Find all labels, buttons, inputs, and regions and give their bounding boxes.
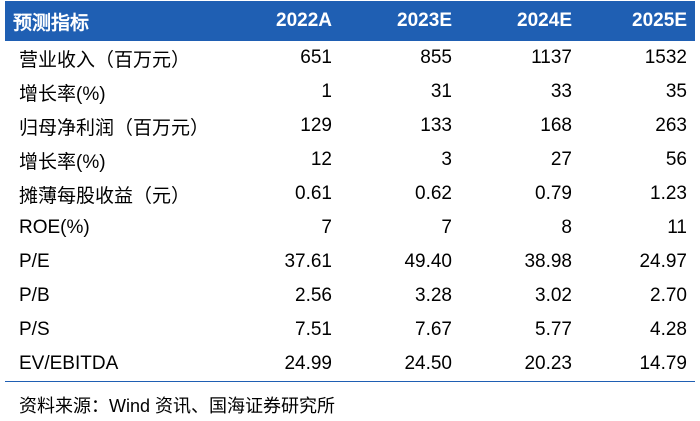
table-cell: 2.70 [650,285,687,306]
row-label: P/E [19,251,50,272]
table-row: 营业收入（百万元） 651 855 1137 1532 [5,41,695,75]
table-cell: 651 [300,47,332,68]
table-row: P/E 37.61 49.40 38.98 24.97 [5,245,695,279]
row-label: ROE(%) [19,217,90,238]
header-cell-2022a: 2022A [276,10,332,31]
table-cell: 38.98 [524,251,572,272]
table-cell: 33 [550,81,572,102]
table-cell: 24.50 [340,347,460,382]
table-cell: 12 [310,149,332,170]
table-cell: 1.23 [650,183,687,204]
forecast-table: 预测指标 2022A 2023E 2024E 2025E 营业收入（百万元） 6… [5,1,695,382]
table-cell: 7.51 [295,319,332,340]
table-cell: 4.28 [650,319,687,340]
table-row: 归母净利润（百万元） 129 133 168 263 [5,109,695,143]
row-label: P/S [19,319,50,340]
table-cell: 263 [655,115,687,136]
row-label: 摊薄每股收益（元） [19,185,191,207]
table-cell: 3.02 [535,285,572,306]
row-label: 增长率(%) [19,83,106,105]
table-cell: 35 [665,81,687,102]
table-cell: 1137 [531,47,572,68]
table-cell: 7 [441,217,452,238]
table-row: 摊薄每股收益（元） 0.61 0.62 0.79 1.23 [5,177,695,211]
table-row: ROE(%) 7 7 8 11 [5,211,695,245]
table-cell: 3.28 [415,285,452,306]
table-cell: 7.67 [415,319,452,340]
table-cell: 5.77 [535,319,572,340]
table-cell: 49.40 [404,251,452,272]
row-label: 归母净利润（百万元） [19,117,210,139]
table-row: P/B 2.56 3.28 3.02 2.70 [5,279,695,313]
table-row: 增长率(%) 12 3 27 56 [5,143,695,177]
table-cell: 31 [430,81,452,102]
table-cell: 0.79 [535,183,572,204]
table-cell: 56 [665,149,687,170]
table-cell: 11 [667,217,687,238]
table-cell: 37.61 [284,251,332,272]
table-cell: 133 [420,115,452,136]
table-cell: 20.23 [460,347,580,382]
row-label: 营业收入（百万元） [19,49,191,71]
table-row: EV/EBITDA 24.99 24.50 20.23 14.79 [5,347,695,382]
table-cell: 24.99 [220,347,340,382]
table-cell: 168 [540,115,572,136]
table-row: P/S 7.51 7.67 5.77 4.28 [5,313,695,347]
table-cell: 24.97 [639,251,687,272]
row-label: 增长率(%) [19,151,106,173]
table-cell: 1 [321,81,332,102]
table-cell: 27 [550,149,572,170]
table-row: 增长率(%) 1 31 33 35 [5,75,695,109]
table-cell: 3 [441,149,452,170]
table-cell: 129 [300,115,332,136]
source-note: 资料来源：Wind 资讯、国海证券研究所 [19,396,336,416]
table-cell: 0.61 [295,183,332,204]
table-header-row: 预测指标 2022A 2023E 2024E 2025E [5,1,695,41]
row-label: EV/EBITDA [5,347,220,382]
table-cell: 2.56 [295,285,332,306]
row-label: P/B [19,285,50,306]
header-cell-2025e: 2025E [632,10,687,31]
table-cell: 8 [561,217,572,238]
table-cell: 0.62 [415,183,452,204]
header-cell-2024e: 2024E [517,10,572,31]
table-cell: 14.79 [580,347,695,382]
table-cell: 855 [420,47,452,68]
header-cell-indicator: 预测指标 [13,12,90,34]
table-cell: 7 [321,217,332,238]
header-cell-2023e: 2023E [397,10,452,31]
table-cell: 1532 [644,47,687,68]
